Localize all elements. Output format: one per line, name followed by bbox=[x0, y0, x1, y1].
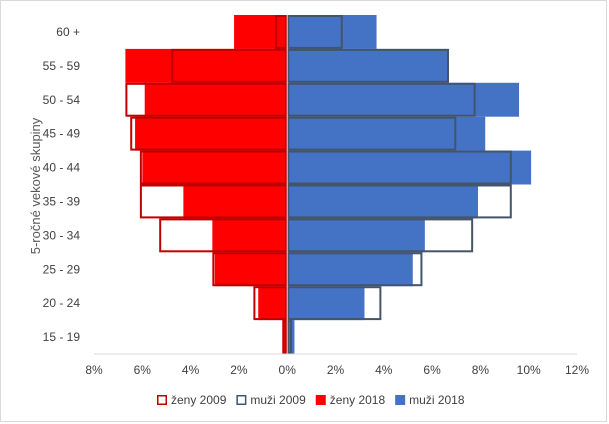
bar-muzi-2009-8 bbox=[287, 286, 382, 321]
bar-muzi-2018-7 bbox=[287, 252, 413, 287]
bar-muzi-2009-4 bbox=[287, 150, 512, 185]
legend-swatch bbox=[157, 395, 167, 405]
bar-zeny-2018-4 bbox=[142, 150, 288, 185]
bar-zeny-2009-9 bbox=[282, 320, 288, 355]
y-tick-label: 50 - 54 bbox=[43, 93, 81, 107]
legend-label: ženy 2009 bbox=[171, 393, 227, 407]
bar-muzi-2018-5 bbox=[287, 184, 478, 219]
x-tick-label: 6% bbox=[423, 363, 441, 377]
y-tick-label: 45 - 49 bbox=[43, 127, 81, 141]
bar-muzi-2009-1 bbox=[287, 48, 450, 83]
bar-muzi-2009-2 bbox=[287, 82, 476, 117]
bar-muzi-2018-0 bbox=[287, 15, 377, 49]
x-tick-label: 8% bbox=[472, 363, 490, 377]
legend-label: ženy 2018 bbox=[330, 393, 386, 407]
y-tick-label: 35 - 39 bbox=[43, 194, 81, 208]
bar-muzi-2018-1 bbox=[287, 48, 449, 83]
bar-muzi-2009-6 bbox=[287, 218, 474, 253]
bar-muzi-2018-4 bbox=[287, 150, 532, 185]
bar-zeny-2009-1 bbox=[171, 48, 288, 83]
x-tick-label: 12% bbox=[565, 363, 589, 377]
y-tick-label: 30 - 34 bbox=[43, 228, 81, 242]
bar-muzi-2009-9 bbox=[287, 320, 293, 355]
x-tick-label: 0% bbox=[279, 363, 297, 377]
bar-zeny-2018-6 bbox=[212, 218, 288, 253]
bar-zeny-2018-7 bbox=[214, 252, 288, 287]
legend: ženy 2009 muži 2009 ženy 2018 muži 2018 bbox=[157, 393, 465, 407]
y-tick-label: 15 - 19 bbox=[43, 330, 81, 344]
bar-muzi-2018-3 bbox=[287, 116, 486, 151]
bar-muzi-2018-8 bbox=[287, 286, 365, 321]
bar-muzi-2018-2 bbox=[287, 82, 520, 117]
bar-zeny-2018-9 bbox=[282, 320, 288, 354]
x-tick-label: 4% bbox=[182, 363, 200, 377]
legend-swatch bbox=[315, 395, 326, 405]
bar-zeny-2018-2 bbox=[144, 82, 288, 117]
bar-muzi-2009-5 bbox=[287, 184, 512, 219]
legend-label: muži 2009 bbox=[250, 393, 306, 407]
bar-zeny-2009-7 bbox=[212, 252, 288, 287]
legend-swatch bbox=[236, 395, 247, 405]
y-tick-label: 25 - 29 bbox=[43, 262, 81, 276]
x-tick-label: 2% bbox=[230, 363, 248, 377]
x-tick-label: 4% bbox=[375, 363, 393, 377]
y-tick-label: 60 + bbox=[56, 25, 80, 39]
bar-zeny-2018-5 bbox=[183, 184, 288, 219]
x-tick-label: 10% bbox=[517, 363, 541, 377]
x-tick-label: 8% bbox=[85, 363, 103, 377]
y-tick-labels: 60 + 55 - 59 50 - 54 45 - 49 40 - 44 35 - 39 3… bbox=[43, 25, 81, 344]
bars-2018-group bbox=[125, 15, 532, 354]
bar-zeny-2009-3 bbox=[130, 116, 288, 151]
bar-zeny-2018-0 bbox=[234, 15, 288, 49]
bar-zeny-2009-2 bbox=[125, 82, 288, 117]
bar-muzi-2009-3 bbox=[287, 116, 457, 151]
bars-2009-group bbox=[125, 15, 512, 355]
x-tick-labels: 8% 6% 4% 2% 0% 2% 4% 6% 8% 10% 12% bbox=[85, 363, 589, 377]
bar-zeny-2018-8 bbox=[258, 286, 288, 321]
bar-zeny-2009-8 bbox=[253, 286, 288, 321]
bar-zeny-2009-0 bbox=[275, 15, 288, 49]
legend-label: muži 2018 bbox=[409, 393, 465, 407]
axes-group bbox=[94, 15, 577, 355]
y-tick-label: 40 - 44 bbox=[43, 161, 81, 175]
x-tick-label: 2% bbox=[327, 363, 345, 377]
bar-muzi-2009-0 bbox=[287, 15, 343, 49]
legend-swatch bbox=[395, 395, 406, 405]
y-tick-label: 55 - 59 bbox=[43, 59, 81, 73]
bar-zeny-2018-1 bbox=[125, 48, 288, 83]
bar-muzi-2009-7 bbox=[287, 252, 423, 287]
bar-zeny-2018-3 bbox=[135, 116, 288, 151]
y-axis-title: 5-ročné vekové skupiny bbox=[28, 117, 43, 254]
bar-muzi-2018-6 bbox=[287, 218, 425, 253]
bar-zeny-2009-6 bbox=[159, 218, 288, 253]
bar-zeny-2009-4 bbox=[139, 150, 288, 185]
bar-zeny-2009-5 bbox=[139, 184, 288, 219]
x-tick-label: 6% bbox=[134, 363, 152, 377]
y-tick-label: 20 - 24 bbox=[43, 296, 81, 310]
